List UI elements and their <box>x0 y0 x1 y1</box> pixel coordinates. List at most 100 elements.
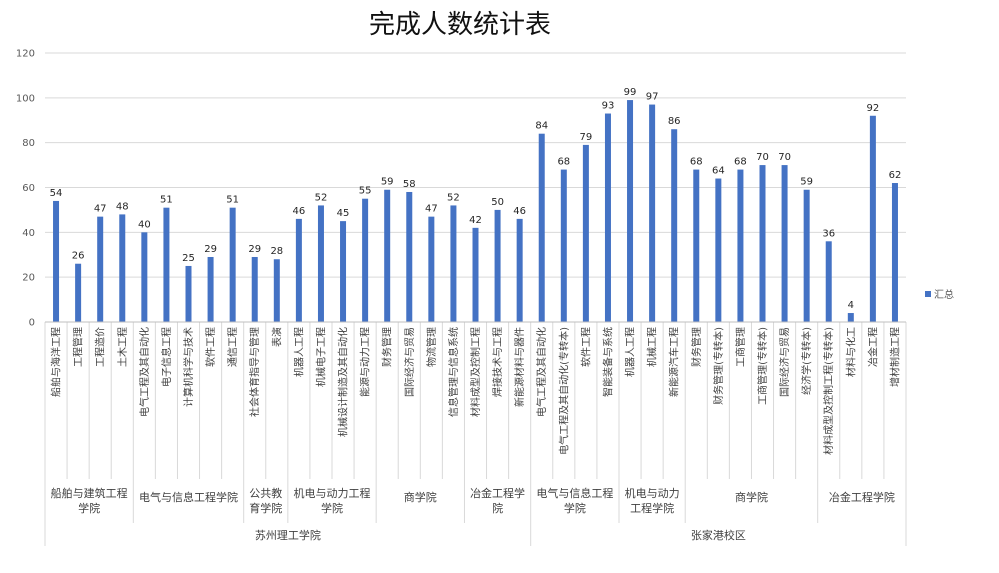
data-label: 58 <box>403 179 416 190</box>
data-label: 64 <box>712 166 725 177</box>
bar <box>869 115 876 323</box>
x-tick-label: 焊接技术与工程 <box>491 327 504 397</box>
bar <box>317 205 324 322</box>
bar <box>340 221 347 322</box>
x-tick-label: 材料成型及控制工程 <box>469 327 482 417</box>
y-tick-label: 100 <box>16 93 35 104</box>
bar <box>119 214 126 322</box>
data-label: 48 <box>116 201 129 212</box>
bar <box>75 263 82 322</box>
data-label: 54 <box>50 188 63 199</box>
x-tick-label: 冶金工程 <box>866 327 879 367</box>
bar <box>604 113 611 323</box>
bar <box>560 169 567 322</box>
bar <box>781 165 788 322</box>
data-label: 50 <box>491 197 504 208</box>
data-label: 79 <box>580 132 593 143</box>
x-tick-label: 国际经济与贸易 <box>778 327 791 397</box>
y-tick-label: 120 <box>16 49 35 60</box>
x-tick-label: 软件工程 <box>579 327 592 367</box>
x-tick-label: 财务管理 <box>690 327 703 367</box>
group-label: 船舶与建筑工程学院 <box>51 486 128 515</box>
bar <box>163 207 170 322</box>
bar <box>516 218 523 322</box>
group-label: 电气与信息工程学院 <box>139 490 238 504</box>
data-label: 28 <box>270 246 283 257</box>
x-tick-label: 机器人工程 <box>624 327 637 377</box>
bar <box>207 256 214 322</box>
x-tick-label: 计算机科学与技术 <box>182 327 195 407</box>
y-tick-label: 40 <box>22 228 35 239</box>
bar <box>627 100 634 322</box>
bar <box>428 216 435 322</box>
bar <box>847 313 854 322</box>
bar <box>229 207 236 322</box>
x-tick-label: 工程造价 <box>94 327 107 367</box>
x-tick-label: 财务管理 <box>381 327 394 367</box>
bar <box>295 218 302 322</box>
y-tick-label: 60 <box>22 183 35 194</box>
y-tick-label: 0 <box>29 318 35 329</box>
x-tick-label: 新能源汽车工程 <box>668 327 681 397</box>
x-tick-label: 新能源材料与器件 <box>513 327 526 407</box>
data-label: 45 <box>337 208 350 219</box>
group-label: 冶金工程学院 <box>829 490 895 504</box>
bar <box>759 165 766 322</box>
chart-title: 完成人数统计表 <box>368 10 551 40</box>
data-label: 26 <box>72 251 85 262</box>
x-tick-label: 经济学(专转本) <box>800 327 813 395</box>
data-label: 59 <box>381 177 394 188</box>
x-tick-label: 材料与化工 <box>844 327 857 377</box>
bar <box>737 169 744 322</box>
data-label: 70 <box>778 152 791 163</box>
bar <box>494 209 501 322</box>
x-tick-label: 电气工程及其自动化 <box>535 327 548 417</box>
x-tick-label: 增材制造工程 <box>888 327 901 387</box>
bar <box>693 169 700 322</box>
group-label: 冶金工程学院 <box>470 486 525 515</box>
bar <box>538 133 545 322</box>
bar <box>582 144 589 322</box>
data-label: 59 <box>800 177 813 188</box>
group-label: 机电与动力工程学院 <box>625 486 680 515</box>
data-label: 51 <box>160 195 173 206</box>
x-tick-label: 智能装备与系统 <box>601 327 614 397</box>
legend-label: 汇总 <box>934 288 954 301</box>
bar <box>273 259 280 322</box>
data-label: 70 <box>756 152 769 163</box>
x-tick-label: 信息管理与信息系统 <box>447 327 460 417</box>
x-tick-label: 通信工程 <box>227 327 239 367</box>
data-label: 68 <box>690 157 703 168</box>
x-tick-label: 电气工程及其自动化(专转本) <box>557 327 570 455</box>
x-tick-label: 软件工程 <box>204 327 217 367</box>
data-label: 86 <box>668 116 681 127</box>
x-tick-label: 能源与动力工程 <box>359 327 372 397</box>
bar <box>803 189 810 322</box>
data-label: 68 <box>557 157 570 168</box>
group-label: 公共教育学院 <box>249 487 282 515</box>
x-tick-label: 船舶与海洋工程 <box>50 327 63 397</box>
legend-swatch <box>925 291 931 297</box>
bar <box>406 191 413 322</box>
x-tick-label: 社会体育指导与管理 <box>248 327 261 417</box>
bar <box>384 189 391 322</box>
x-tick-label: 机械工程 <box>646 327 659 367</box>
bar <box>671 129 678 322</box>
x-tick-label: 材料成型及控制工程(专转本) <box>822 327 835 455</box>
data-label: 46 <box>293 206 306 217</box>
data-label: 47 <box>94 204 107 215</box>
bar <box>362 198 369 322</box>
bar <box>53 200 60 322</box>
campus-label: 苏州理工学院 <box>255 528 321 542</box>
bar <box>251 256 258 322</box>
data-label: 51 <box>226 195 239 206</box>
data-label: 55 <box>359 186 372 197</box>
x-tick-label: 国际经济与贸易 <box>403 327 416 397</box>
bar <box>185 265 192 322</box>
x-tick-label: 电子信息工程 <box>160 327 173 387</box>
data-label: 46 <box>513 206 526 217</box>
x-tick-label: 工程管理 <box>72 327 85 367</box>
bar <box>472 227 479 322</box>
data-label: 36 <box>822 228 835 239</box>
